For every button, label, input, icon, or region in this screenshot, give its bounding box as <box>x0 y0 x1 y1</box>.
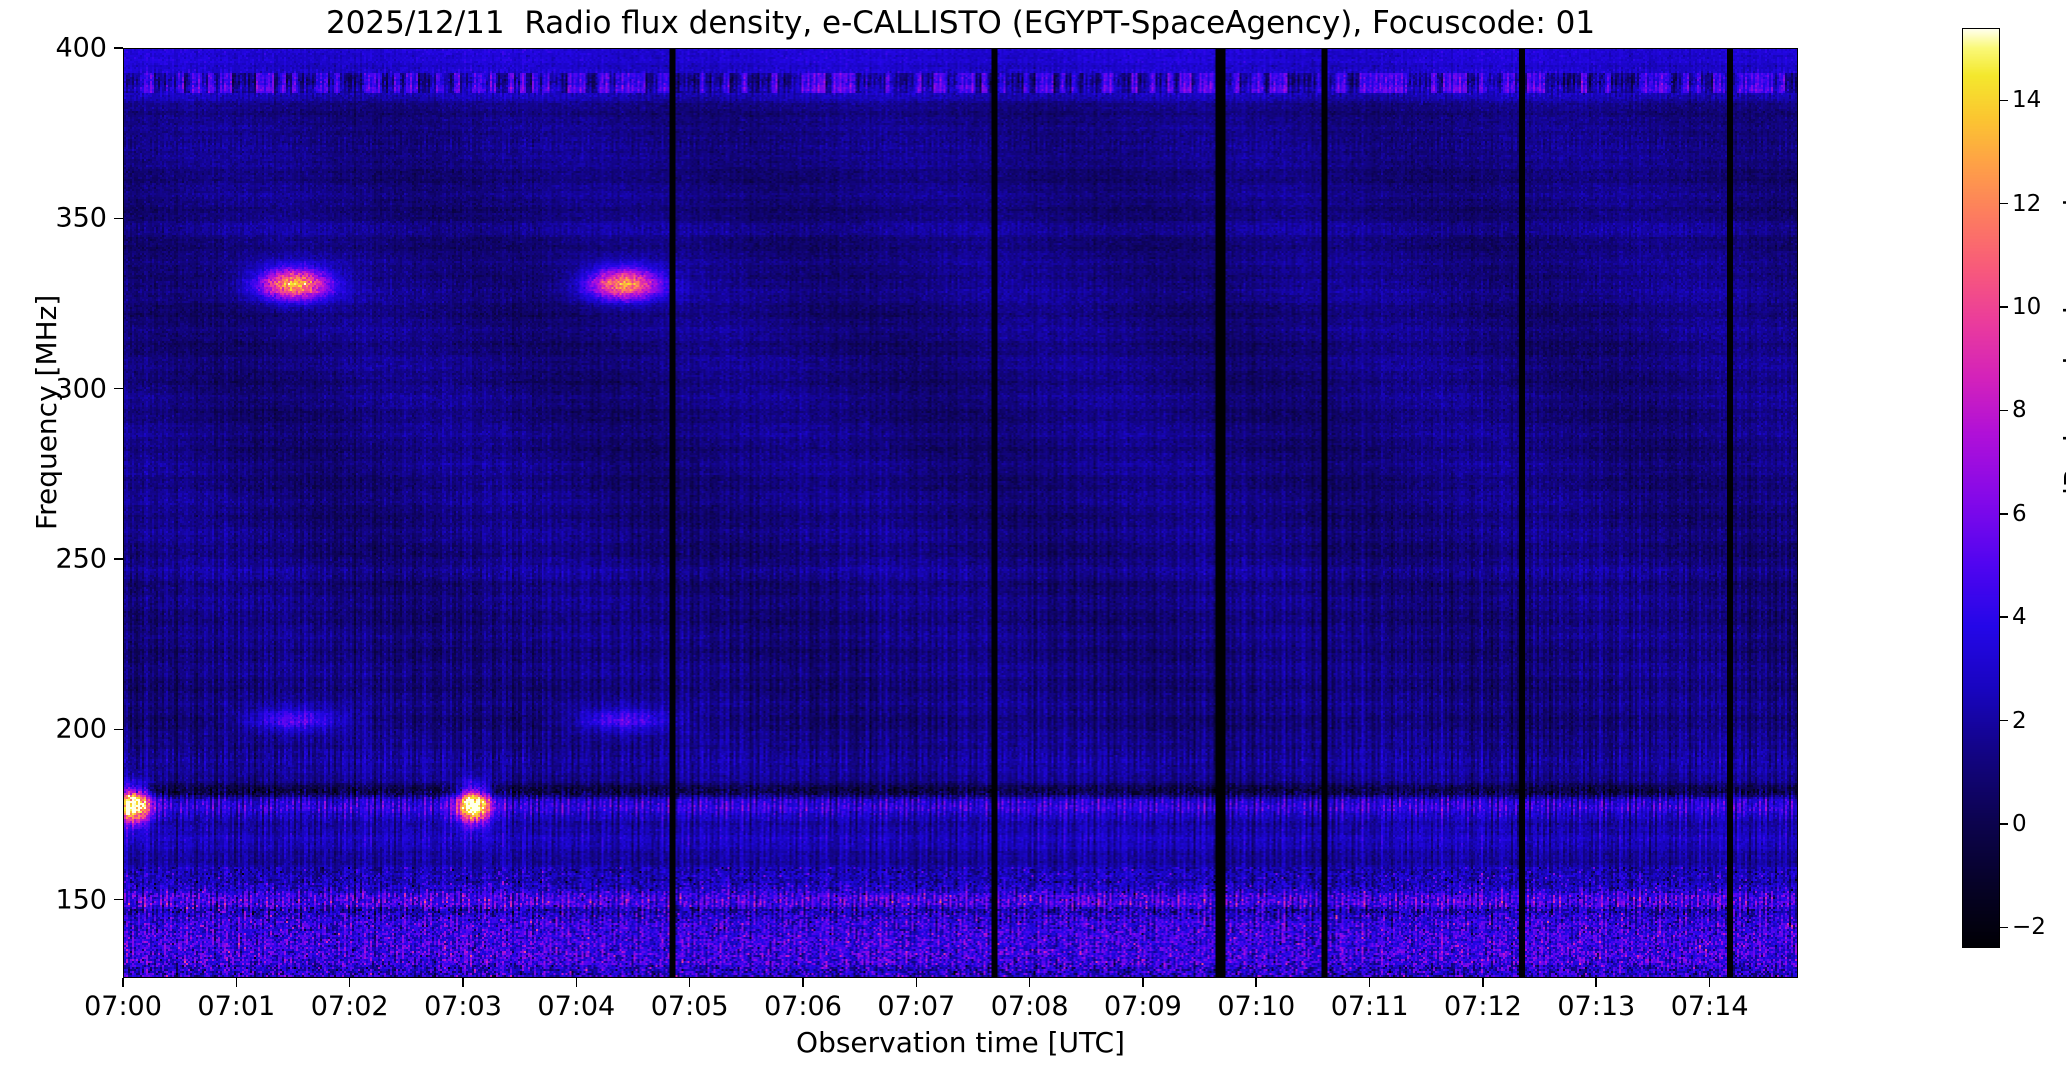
x-tick-label: 07:11 <box>1330 991 1409 1022</box>
x-tick-label: 07:13 <box>1557 991 1636 1022</box>
y-tick-label: 200 <box>55 713 107 745</box>
x-tick-mark <box>1595 978 1598 987</box>
colorbar-tick-mark <box>2000 823 2008 825</box>
colorbar-tick-label: 14 <box>2012 87 2042 114</box>
colorbar-tick-mark <box>2000 719 2008 722</box>
y-tick-label: 250 <box>55 543 107 575</box>
colorbar-tick-label: 2 <box>2012 707 2027 734</box>
x-tick-label: 07:14 <box>1670 991 1749 1022</box>
colorbar-tick-mark <box>2000 202 2008 205</box>
y-tick-mark <box>114 217 123 220</box>
x-tick-label: 07:12 <box>1444 991 1522 1022</box>
x-tick-label: 07:00 <box>84 991 162 1022</box>
x-tick-mark <box>1028 978 1031 987</box>
colorbar-tick-label: 12 <box>2012 190 2042 217</box>
colorbar-tick-mark <box>2000 99 2008 102</box>
x-tick-mark <box>915 978 918 987</box>
x-tick-mark <box>462 978 464 987</box>
x-tick-label: 07:04 <box>537 991 616 1022</box>
colorbar <box>1962 28 2000 948</box>
x-tick-label: 07:05 <box>650 991 729 1022</box>
colorbar-tick-label: 4 <box>2012 604 2027 631</box>
colorbar-tick-mark <box>2000 409 2008 412</box>
x-tick-mark <box>802 978 804 987</box>
y-tick-mark <box>114 898 123 901</box>
x-tick-mark <box>1482 978 1484 987</box>
x-tick-mark <box>688 978 691 987</box>
x-tick-label: 07:10 <box>1217 991 1296 1022</box>
y-tick-label: 400 <box>55 32 107 64</box>
x-tick-mark <box>235 978 238 987</box>
x-tick-label: 07:07 <box>877 991 956 1022</box>
page-title: 2025/12/11 Radio flux density, e-CALLIST… <box>325 5 1596 41</box>
spectrogram-image <box>124 49 1797 977</box>
x-tick-mark <box>122 978 124 987</box>
x-tick-label: 07:06 <box>764 991 842 1022</box>
x-tick-mark <box>1368 978 1371 987</box>
colorbar-tick-mark <box>2000 306 2008 308</box>
y-tick-mark <box>114 387 123 390</box>
x-tick-label: 07:01 <box>197 991 276 1022</box>
spectrogram-plot-area[interactable] <box>123 48 1798 978</box>
colorbar-tick-label: −2 <box>2012 914 2046 941</box>
colorbar-tick-mark <box>2000 616 2008 618</box>
x-axis-label: Observation time [UTC] <box>796 1026 1125 1059</box>
y-tick-label: 150 <box>55 884 107 916</box>
colorbar-tick-label: 0 <box>2012 810 2027 837</box>
colorbar-tick-label: 10 <box>2012 294 2042 321</box>
colorbar-gradient <box>1963 29 1999 947</box>
x-tick-label: 07:09 <box>1104 991 1182 1022</box>
y-axis-label: Frequency [MHz] <box>30 294 63 530</box>
x-tick-mark <box>575 978 578 987</box>
y-tick-mark <box>114 47 123 49</box>
x-tick-label: 07:02 <box>310 991 389 1022</box>
y-tick-label: 300 <box>55 373 107 405</box>
colorbar-label: dB above background <box>2058 198 2066 505</box>
x-tick-mark <box>1708 978 1711 987</box>
x-tick-mark <box>348 978 351 987</box>
colorbar-tick-label: 6 <box>2012 500 2027 527</box>
y-tick-label: 350 <box>55 202 107 234</box>
x-tick-label: 07:03 <box>424 991 502 1022</box>
colorbar-tick-mark <box>2000 513 2008 515</box>
x-tick-label: 07:08 <box>990 991 1069 1022</box>
x-tick-mark <box>1255 978 1258 987</box>
y-tick-mark <box>114 728 123 731</box>
colorbar-tick-label: 8 <box>2012 397 2027 424</box>
x-tick-mark <box>1142 978 1144 987</box>
y-tick-mark <box>114 558 123 560</box>
colorbar-tick-mark <box>2000 926 2008 929</box>
